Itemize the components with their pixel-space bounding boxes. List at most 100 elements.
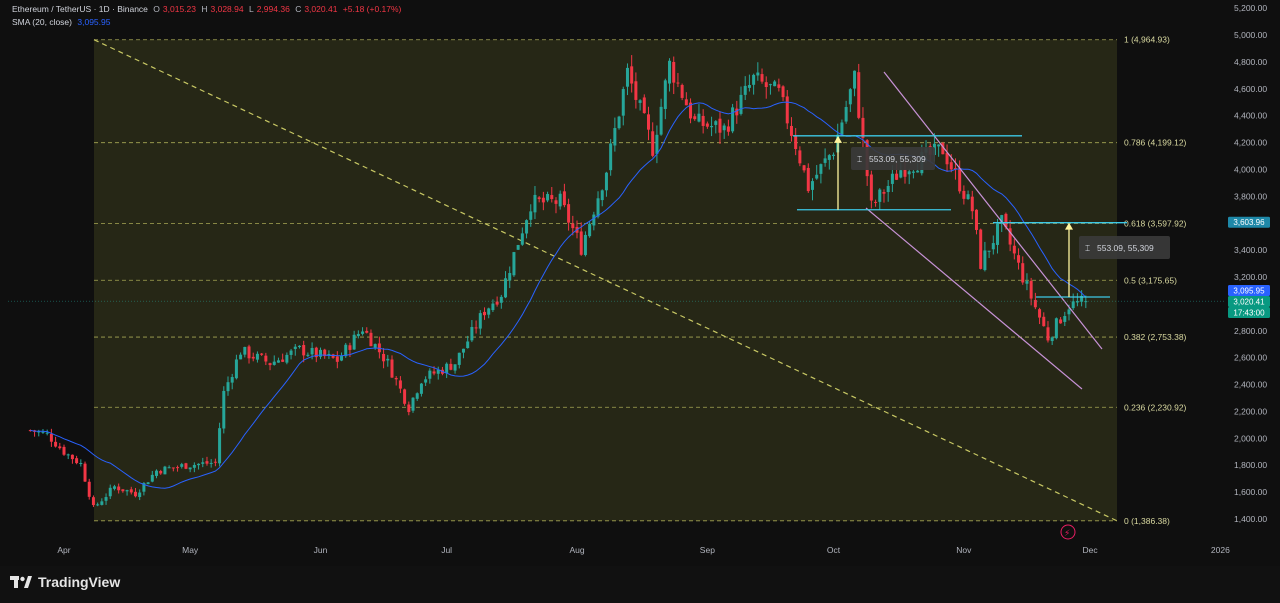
measure-label-2-icon: ⌶ (1085, 243, 1090, 253)
candle-body (874, 201, 878, 203)
candle-body (419, 383, 423, 394)
brand-name: TradingView (38, 574, 121, 590)
fib-level-label: 0.618 (3,597.92) (1124, 219, 1187, 229)
candle-body (276, 360, 280, 363)
candle-body (340, 355, 344, 361)
candle-body (638, 100, 642, 103)
candle-body (983, 250, 987, 271)
price-tag-label: 3,020.41 (1233, 297, 1265, 306)
candle-body (91, 497, 95, 506)
candle-body (562, 191, 566, 206)
candle-body (609, 143, 613, 171)
candle-body (663, 80, 667, 109)
candle-body (1059, 319, 1063, 324)
y-tick-label: 2,800.00 (1234, 326, 1267, 336)
y-tick-label: 2,600.00 (1234, 353, 1267, 363)
candle-body (470, 326, 474, 341)
candle-body (1025, 281, 1029, 284)
y-tick-label: 4,400.00 (1234, 111, 1267, 121)
candle-body (651, 131, 655, 156)
candle-body (625, 67, 629, 87)
ohlc-high-label: H (201, 4, 208, 14)
sma-legend[interactable]: SMA (20, close) 3,095.95 (12, 17, 113, 27)
measure-arrow-1-head (834, 135, 842, 143)
candle-body (806, 167, 810, 192)
candle-body (297, 345, 301, 348)
candle-body (428, 370, 432, 379)
candle-body (62, 446, 66, 455)
candle-body (592, 214, 596, 226)
candle-body (550, 195, 554, 200)
candle-body (75, 458, 79, 464)
candle-body (903, 169, 907, 177)
candle-body (886, 185, 890, 193)
candle-body (100, 501, 104, 505)
candle-body (646, 114, 650, 130)
candle-body (794, 135, 798, 150)
candle-body (474, 327, 478, 329)
candle-body (306, 354, 310, 356)
fib-level-label: 0 (1,386.38) (1124, 516, 1170, 526)
candle-body (373, 344, 377, 348)
tradingview-logo[interactable]: TradingView (10, 574, 120, 590)
candle-body (1004, 213, 1008, 228)
candle-body (789, 125, 793, 136)
candle-body (411, 397, 415, 411)
candle-body (222, 390, 226, 429)
candle-body (579, 231, 583, 255)
candle-body (310, 347, 314, 355)
ohlc-low: 2,994.36 (256, 4, 290, 14)
candle-body (155, 470, 159, 476)
candle-body (684, 99, 688, 106)
candle-body (697, 113, 701, 122)
candle-body (285, 354, 289, 363)
candle-body (1012, 245, 1016, 254)
candle-body (1042, 316, 1046, 327)
candle-body (613, 128, 617, 146)
y-tick-label: 4,800.00 (1234, 57, 1267, 67)
candle-body (1075, 301, 1079, 303)
sma-label: SMA (20, close) (12, 17, 72, 27)
x-tick-label: Jun (314, 545, 328, 555)
candle-body (916, 170, 920, 173)
candle-body (45, 432, 49, 434)
measure-label-2: 553.09, 55,309 (1097, 243, 1154, 253)
candle-body (520, 233, 524, 245)
candle-body (66, 454, 70, 456)
candle-body (163, 466, 167, 475)
channel-lower-line (865, 207, 1083, 390)
candle-body (1033, 300, 1037, 308)
candle-body (529, 211, 533, 220)
candle-body (331, 354, 335, 358)
candle-body (600, 190, 604, 201)
candle-body (1080, 295, 1084, 302)
candle-body (302, 345, 306, 356)
candle-body (680, 84, 684, 98)
candle-body (722, 125, 726, 131)
candle-body (176, 467, 180, 469)
candle-body (247, 346, 251, 359)
candle-body (1008, 228, 1012, 245)
candle-body (785, 96, 789, 124)
candle-body (672, 61, 676, 83)
candle-body (104, 497, 108, 501)
fib-level-label: 0.382 (2,753.38) (1124, 332, 1187, 342)
candle-body (760, 74, 764, 82)
symbol-name: Ethereum / TetherUS · 1D · Binance (12, 4, 148, 14)
candle-body (815, 174, 819, 179)
candle-body (840, 122, 844, 135)
candle-body (958, 168, 962, 192)
price-tag-label: 17:43:00 (1233, 308, 1265, 317)
candle-body (857, 72, 861, 118)
candle-body (558, 193, 562, 207)
candle-body (234, 359, 238, 379)
candle-body (937, 144, 941, 147)
candle-body (617, 116, 621, 129)
symbol-legend[interactable]: Ethereum / TetherUS · 1D · Binance O 3,01… (12, 4, 404, 14)
chart-canvas[interactable]: 1 (4,964.93) 0.786 (4,199.12) 0.618 (3,597… (0, 0, 1280, 566)
footer-bar: TradingView (0, 566, 1280, 603)
candle-body (129, 489, 133, 493)
candle-body (87, 481, 91, 497)
candle-body (832, 154, 836, 156)
price-tag (1228, 295, 1270, 307)
